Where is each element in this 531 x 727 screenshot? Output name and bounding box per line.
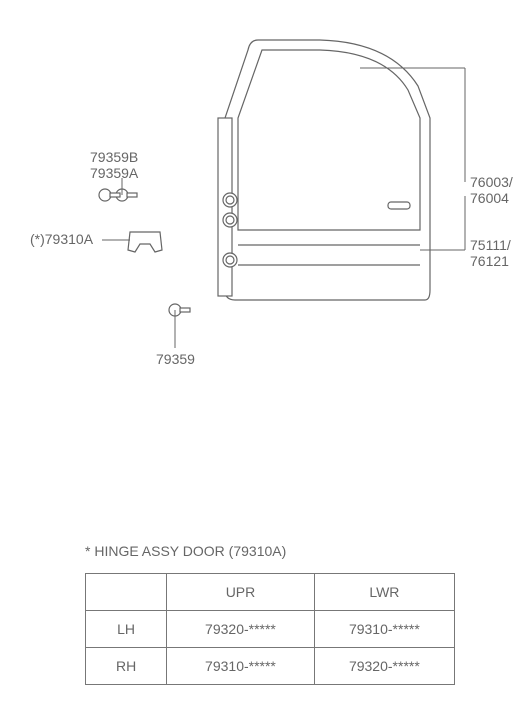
hinge-table-area: * HINGE ASSY DOOR (79310A) UPR LWR LH 79… [85, 543, 455, 685]
diagram-svg-wrap [0, 0, 531, 500]
cell-rh-upr: 79310-***** [167, 648, 315, 685]
cell-rh-lwr: 79320-***** [314, 648, 454, 685]
label-79359: 79359 [156, 352, 195, 367]
label-76003: 76003/ [470, 175, 513, 190]
door-diagram [0, 0, 531, 500]
cell-lh-lwr: 79310-***** [314, 611, 454, 648]
label-79359A: 79359A [90, 166, 138, 181]
label-79359B: 79359B [90, 150, 138, 165]
col-lwr: LWR [314, 574, 454, 611]
hinge-table: UPR LWR LH 79320-***** 79310-***** RH 79… [85, 573, 455, 685]
cell-lh: LH [86, 611, 167, 648]
label-79310A: (*)79310A [30, 232, 93, 247]
cell-lh-upr: 79320-***** [167, 611, 315, 648]
label-75111: 75111/ [470, 238, 511, 253]
cell-rh: RH [86, 648, 167, 685]
table-row: RH 79310-***** 79320-***** [86, 648, 455, 685]
col-blank [86, 574, 167, 611]
col-upr: UPR [167, 574, 315, 611]
table-header-row: UPR LWR [86, 574, 455, 611]
table-title: * HINGE ASSY DOOR (79310A) [85, 543, 455, 559]
label-76121: 76121 [470, 254, 509, 269]
table-row: LH 79320-***** 79310-***** [86, 611, 455, 648]
label-76004: 76004 [470, 191, 509, 206]
page-root: 79359B 79359A (*)79310A 79359 76003/ 760… [0, 0, 531, 727]
